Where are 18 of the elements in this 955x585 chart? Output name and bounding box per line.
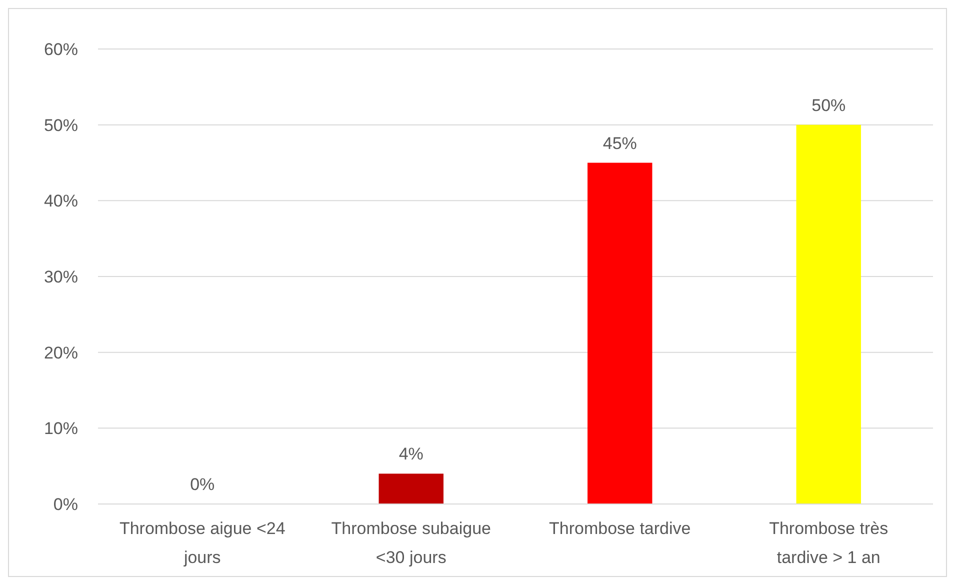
- x-tick-label: Thrombose subaigue <30 jours: [331, 519, 491, 567]
- y-tick-label: 30%: [44, 267, 78, 286]
- y-tick-label: 20%: [44, 343, 78, 362]
- data-label: 0%: [190, 475, 215, 494]
- x-tick-label: Thrombose tardive: [549, 519, 691, 538]
- y-tick-label: 0%: [53, 494, 78, 514]
- x-tick-label: Thrombose très tardive > 1 an: [769, 519, 888, 567]
- bar: [796, 124, 861, 504]
- data-label: 45%: [602, 134, 637, 153]
- y-tick-label: 10%: [44, 419, 78, 438]
- bar: [588, 162, 652, 504]
- y-tick-label: 60%: [44, 40, 78, 59]
- y-tick-label: 50%: [44, 116, 78, 135]
- y-tick-label: 40%: [44, 192, 78, 211]
- data-label: 4%: [398, 444, 424, 464]
- bar: [378, 474, 444, 504]
- data-label: 50%: [812, 96, 846, 115]
- x-tick-label: Thrombose aigue <24 jours: [119, 519, 286, 567]
